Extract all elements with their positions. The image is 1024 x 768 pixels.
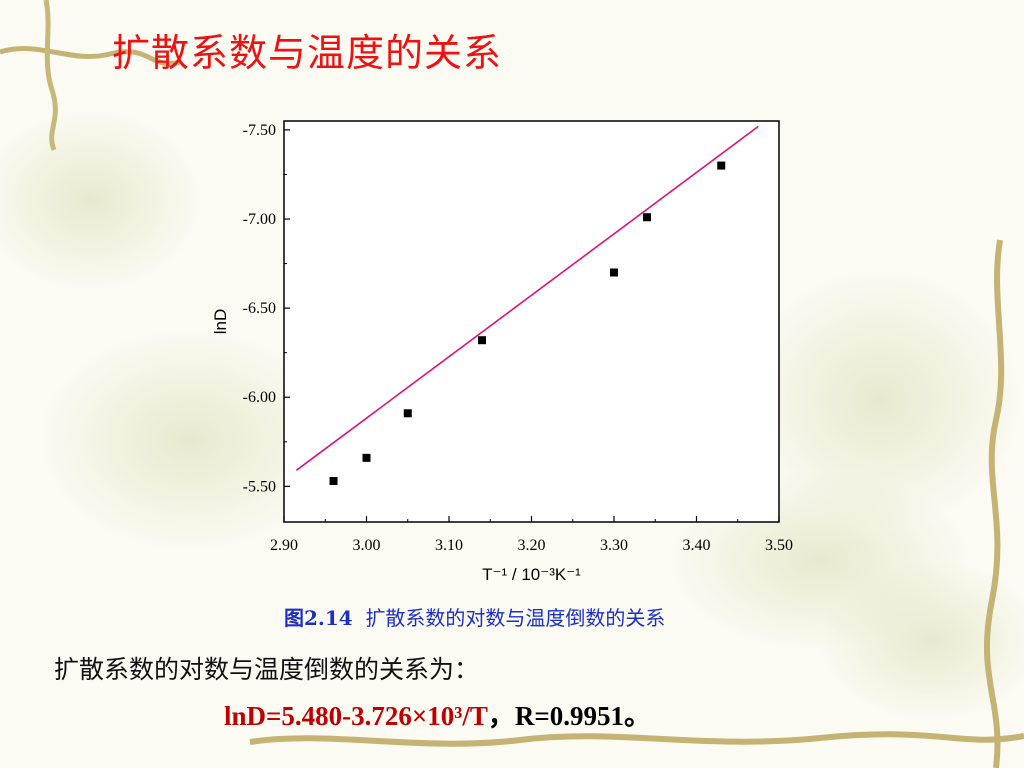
y-tick-label: -6.00 [243,389,276,406]
figure-caption: 图2.14 扩散系数的对数与温度倒数的关系 [284,602,665,631]
x-tick-label: 3.20 [518,537,546,554]
figure-caption-text: 扩散系数的对数与温度倒数的关系 [365,606,666,630]
y-tick-label: -7.00 [243,211,276,228]
x-tick-label: 3.40 [683,537,711,554]
x-tick-label: 3.30 [600,537,628,554]
y-tick-label: -6.50 [243,300,276,317]
fit-line [295,125,759,471]
data-point [717,161,726,170]
x-tick-label: 2.90 [270,537,298,554]
x-axis-label: T⁻¹ / 10⁻³K⁻¹ [482,565,581,584]
slide-title: 扩散系数与温度的关系 [112,31,503,75]
equation-formula: lnD=5.480-3.726×10³/T [224,701,488,731]
data-point [478,336,486,345]
y-tick-label: -7.50 [243,122,276,139]
body-text: 扩散系数的对数与温度倒数的关系为： [54,655,480,684]
x-tick-label: 3.50 [765,537,793,554]
data-point [362,453,371,462]
y-tick-label: -5.50 [243,478,276,495]
plot-area [283,120,780,523]
data-point [610,268,618,277]
regression-equation: lnD=5.480-3.726×10³/T，R=0.9951。 [224,694,651,733]
x-tick-label: 3.10 [435,537,463,554]
x-tick-label: 3.00 [353,537,381,554]
data-point [643,213,651,222]
data-point [329,477,338,486]
equation-correlation: ，R=0.9951。 [487,701,652,731]
y-axis-label: lnD [211,309,230,335]
figure-number: 图2.14 [284,606,353,630]
data-point [403,409,412,418]
